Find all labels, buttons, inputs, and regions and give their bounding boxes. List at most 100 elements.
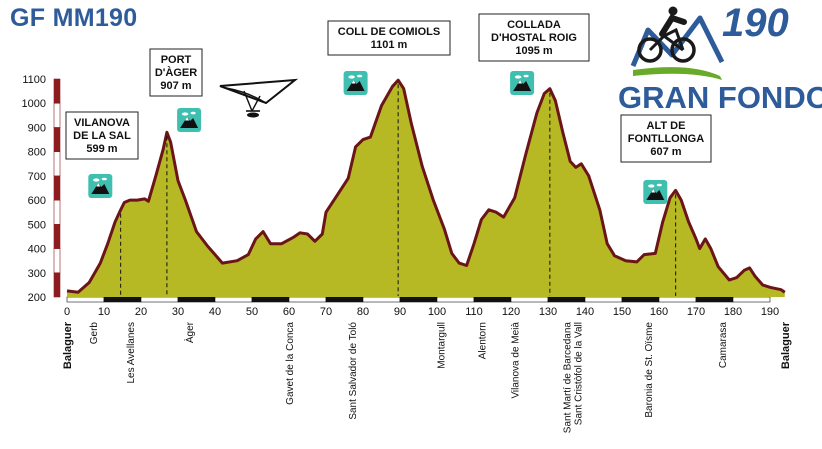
- mountain-shape: [513, 80, 532, 91]
- x-tick-label: 100: [428, 306, 446, 318]
- town-label: Camarasa: [718, 322, 729, 369]
- y-tick-label: 300: [28, 268, 46, 280]
- callout-line: VILANOVA: [74, 117, 130, 129]
- town-label: Les Avellanes: [126, 322, 137, 384]
- x-stripe: [140, 296, 179, 303]
- x-stripe: [288, 296, 327, 303]
- mountain-badge-icon: [343, 71, 368, 95]
- x-tick-label: 90: [394, 306, 406, 318]
- y-tick-label: 400: [28, 244, 46, 256]
- cloud: [523, 74, 529, 78]
- x-tick-label: 40: [209, 306, 221, 318]
- callout-line: 1095 m: [515, 45, 553, 57]
- x-tick-label: 130: [539, 306, 557, 318]
- x-stripe: [214, 296, 253, 303]
- cloud: [190, 111, 196, 115]
- cloud: [656, 183, 662, 187]
- x-tick-labels: 0 10 20 30 40 50 60 70 80 90 100 110 120 130 140 150 160…: [64, 306, 779, 318]
- x-tick-label: 70: [320, 306, 332, 318]
- callout-line: PORT: [161, 54, 192, 66]
- elevation-outline: [66, 78, 786, 294]
- cloud: [357, 74, 363, 78]
- x-tick-label: 120: [502, 306, 520, 318]
- x-stripe: [584, 296, 623, 303]
- mountain-badge-icon: [510, 71, 535, 95]
- x-tick-label: 160: [650, 306, 668, 318]
- callout-line: COLLADA: [507, 19, 561, 31]
- mountain-shape: [180, 117, 199, 128]
- town-label: Balaguer: [62, 321, 74, 369]
- town-labels: Balaguer Gerb Les Avellanes Àger Gavet de la…: [62, 321, 792, 433]
- x-stripe: [103, 296, 142, 303]
- mountain-badge-icon: [88, 174, 113, 198]
- y-tick-label: 200: [28, 292, 46, 304]
- cloud: [348, 75, 355, 79]
- climb-badges: [88, 71, 668, 204]
- callout-box: [65, 111, 139, 160]
- y-stripe: [53, 78, 61, 104]
- y-stripe: [53, 272, 61, 298]
- cloud: [181, 112, 189, 116]
- y-stripe: [53, 224, 61, 249]
- cyclist-icon: [630, 6, 725, 80]
- logo-text: GRAN FONDO: [618, 80, 822, 115]
- x-stripe: [177, 296, 216, 303]
- x-tick-label: 50: [246, 306, 258, 318]
- town-label: Sant Martí de Barcedana: [563, 322, 574, 434]
- x-tick-label: 0: [64, 306, 70, 318]
- x-tick-label: 80: [357, 306, 369, 318]
- town-label: Gerb: [89, 322, 100, 345]
- cloud: [514, 75, 522, 79]
- x-tick-label: 110: [465, 306, 483, 318]
- cloud: [648, 184, 655, 188]
- callout-line: FONTLLONGA: [628, 133, 704, 145]
- town-label: Sant Cristòfol de la Vall: [574, 322, 585, 425]
- callout-line: 1101 m: [371, 39, 408, 51]
- mountain-shape: [646, 189, 665, 200]
- mountain-snow: [185, 117, 190, 121]
- elevation-area: [67, 80, 785, 297]
- page-title: GF MM190: [10, 4, 138, 32]
- y-stripe: [53, 248, 61, 274]
- y-stripe: [53, 199, 61, 225]
- callout-line: ALT DE: [647, 120, 686, 132]
- mountain-snow: [518, 80, 523, 84]
- x-stripe: [251, 296, 290, 303]
- callout-line: COLL DE COMIOLS: [338, 26, 440, 38]
- x-stripe: [621, 296, 660, 303]
- callout-line: D'ÀGER: [155, 66, 197, 79]
- callout-box: [620, 114, 712, 163]
- x-axis-stripes: [66, 296, 771, 303]
- mountain-shape: [346, 80, 365, 91]
- x-tick-label: 60: [283, 306, 295, 318]
- y-axis-stripes: [53, 78, 61, 298]
- y-tick-label: 600: [28, 195, 46, 207]
- summit-lines: [120, 84, 677, 296]
- mountain-badge-icon: [177, 108, 202, 132]
- x-tick-label: 180: [724, 306, 742, 318]
- x-stripe: [399, 296, 438, 303]
- mountain-snow: [96, 183, 101, 187]
- x-stripe: [510, 296, 549, 303]
- x-stripe: [658, 296, 697, 303]
- mountain-snow: [351, 80, 356, 84]
- x-tick-label: 30: [172, 306, 184, 318]
- cloud: [93, 178, 100, 182]
- x-stripe: [362, 296, 401, 303]
- town-label: Vilanova de Meià: [511, 322, 522, 399]
- x-tick-label: 190: [761, 306, 779, 318]
- callout-line: 907 m: [160, 80, 191, 92]
- y-tick-label: 700: [28, 171, 46, 183]
- x-stripe: [547, 296, 586, 303]
- gran-fondo-logo: 190 GRAN FONDO: [618, 1, 822, 115]
- callout-box: [327, 20, 451, 56]
- mountain-shape: [91, 183, 110, 194]
- x-tick-label: 10: [98, 306, 110, 318]
- callout-box: [149, 48, 203, 97]
